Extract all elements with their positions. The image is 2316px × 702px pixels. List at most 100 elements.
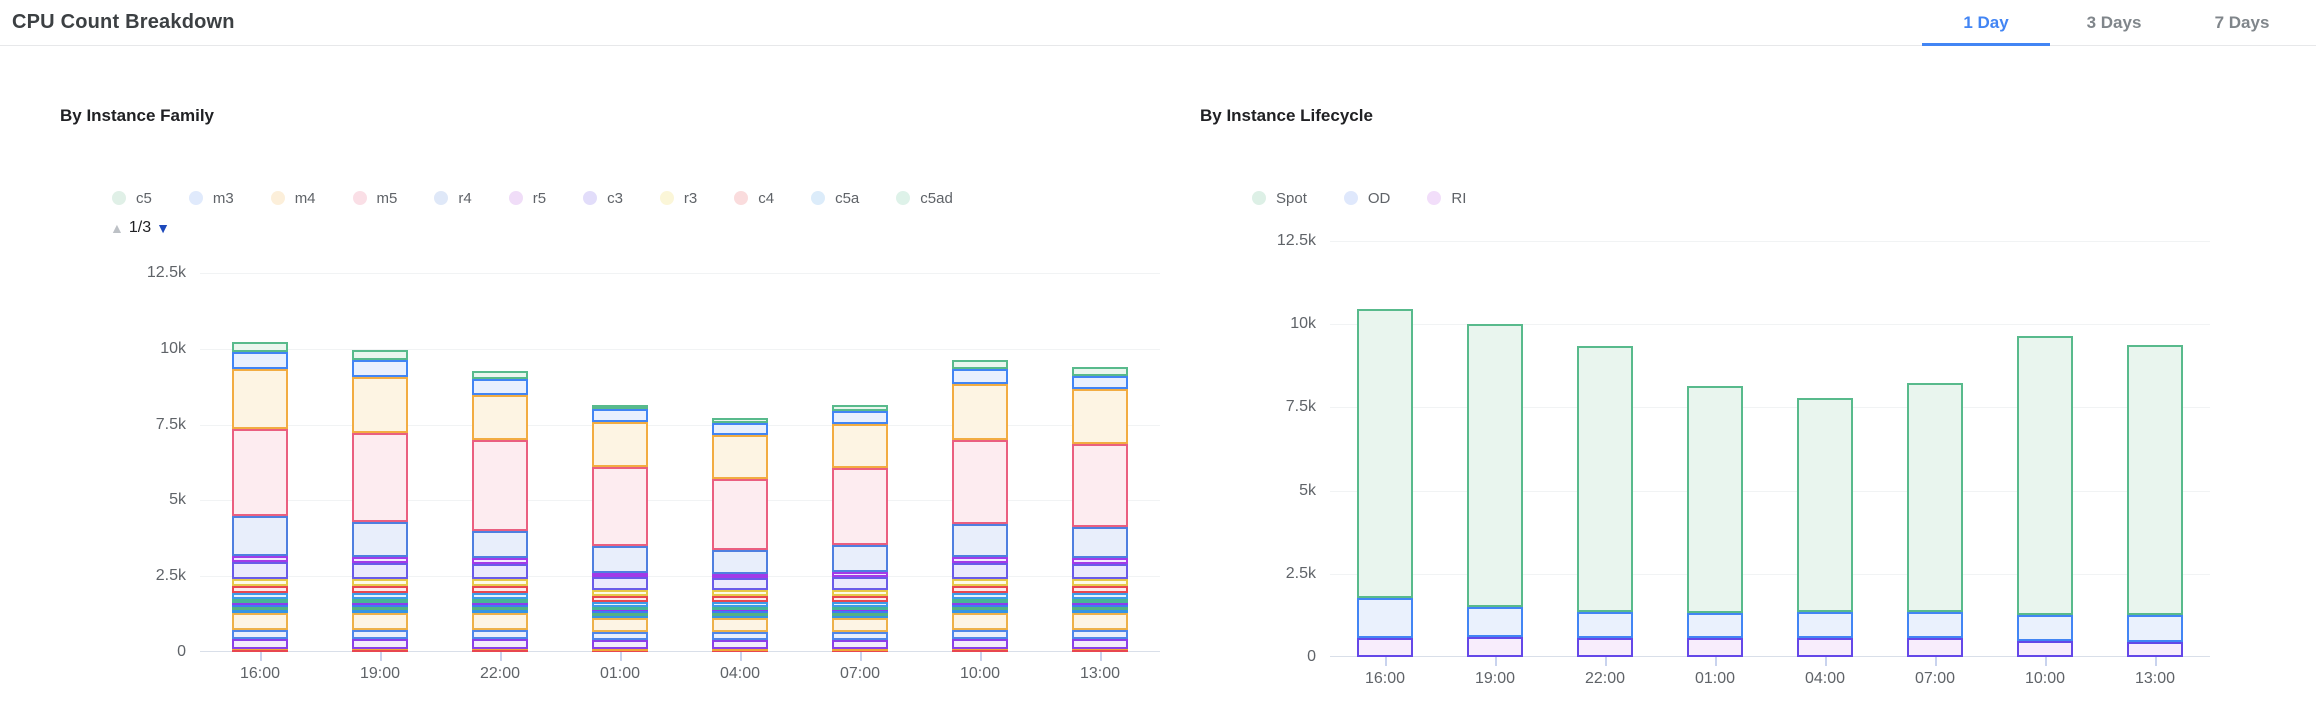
bar-segment-c3[interactable]: [1072, 563, 1128, 579]
bar-segment-m5[interactable]: [1072, 444, 1128, 528]
bar-segment-r4[interactable]: [832, 544, 888, 572]
bar-segment-Spot[interactable]: [1687, 386, 1743, 613]
bar-segment-c5a[interactable]: [352, 592, 408, 599]
bar-segment-unlabeled-5[interactable]: [952, 612, 1008, 630]
bar-segment-m5[interactable]: [592, 467, 648, 547]
bar-segment-m3[interactable]: [832, 411, 888, 425]
bar-segment-unlabeled-3[interactable]: [592, 612, 648, 617]
bar-segment-unlabeled-7[interactable]: [952, 638, 1008, 649]
bar-segment-unlabeled-5[interactable]: [472, 612, 528, 630]
bar-segment-unlabeled-7[interactable]: [592, 640, 648, 650]
bar-segment-c5[interactable]: [712, 418, 768, 424]
bar-segment-RI[interactable]: [2127, 641, 2183, 657]
bar-segment-RI[interactable]: [1907, 637, 1963, 657]
tab-1-day[interactable]: 1 Day: [1922, 0, 2050, 46]
bar-segment-c5ad[interactable]: [352, 598, 408, 603]
bar-segment-c4[interactable]: [952, 585, 1008, 593]
bar-segment-unlabeled-7[interactable]: [472, 638, 528, 649]
bar-segment-unlabeled-6[interactable]: [952, 629, 1008, 639]
bar-segment-c4[interactable]: [832, 596, 888, 603]
bar-segment-c5[interactable]: [1072, 366, 1128, 376]
legend-item-m4[interactable]: m4: [270, 190, 316, 207]
bar-segment-c5[interactable]: [472, 371, 528, 380]
bar-segment-r3[interactable]: [712, 590, 768, 597]
bar-segment-OD[interactable]: [1797, 612, 1853, 638]
bar-segment-r3[interactable]: [352, 578, 408, 586]
legend-item-r4[interactable]: r4: [434, 190, 472, 207]
bar-segment-c3[interactable]: [592, 576, 648, 591]
stacked-bar-07:00[interactable]: [1907, 241, 1963, 657]
bar-segment-c5a[interactable]: [1072, 592, 1128, 599]
bar-segment-m4[interactable]: [712, 435, 768, 480]
bar-segment-c5a[interactable]: [712, 602, 768, 607]
bar-segment-unlabeled-7[interactable]: [832, 640, 888, 650]
bar-segment-m5[interactable]: [952, 440, 1008, 524]
legend-item-m3[interactable]: m3: [188, 190, 234, 207]
stacked-bar-10:00[interactable]: [952, 273, 1008, 652]
bar-segment-r5[interactable]: [232, 555, 288, 562]
bar-segment-RI[interactable]: [1687, 637, 1743, 657]
bar-segment-c5ad[interactable]: [472, 598, 528, 603]
bar-segment-m3[interactable]: [232, 351, 288, 369]
bar-segment-c5[interactable]: [232, 341, 288, 352]
bar-segment-c5ad[interactable]: [232, 598, 288, 603]
stacked-bar-19:00[interactable]: [1467, 241, 1523, 657]
bar-segment-unlabeled-3[interactable]: [352, 606, 408, 611]
bar-segment-OD[interactable]: [1907, 612, 1963, 638]
bar-segment-unlabeled-5[interactable]: [1072, 612, 1128, 630]
bar-segment-unlabeled-3[interactable]: [232, 606, 288, 611]
bar-segment-c5a[interactable]: [952, 592, 1008, 599]
bar-segment-c4[interactable]: [352, 585, 408, 593]
bar-segment-unlabeled-3[interactable]: [1072, 606, 1128, 611]
bar-segment-RI[interactable]: [1797, 637, 1853, 657]
legend-item-c5ad[interactable]: c5ad: [896, 190, 953, 207]
stacked-bar-07:00[interactable]: [832, 273, 888, 652]
bar-segment-unlabeled-5[interactable]: [832, 618, 888, 632]
tab-7-days[interactable]: 7 Days: [2214, 12, 2270, 32]
bar-segment-c5a[interactable]: [592, 602, 648, 607]
bar-segment-m3[interactable]: [1072, 375, 1128, 390]
bar-segment-OD[interactable]: [2017, 615, 2073, 642]
stacked-bar-04:00[interactable]: [712, 273, 768, 652]
bar-segment-unlabeled-6[interactable]: [472, 629, 528, 639]
bar-segment-OD[interactable]: [1687, 612, 1743, 638]
bar-segment-Spot[interactable]: [2017, 336, 2073, 616]
stacked-bar-22:00[interactable]: [472, 273, 528, 652]
bar-segment-m3[interactable]: [952, 369, 1008, 385]
bar-segment-c3[interactable]: [832, 576, 888, 591]
bar-segment-r5[interactable]: [472, 558, 528, 565]
bar-segment-m3[interactable]: [472, 379, 528, 395]
bar-segment-c5[interactable]: [592, 404, 648, 410]
bar-segment-OD[interactable]: [1357, 598, 1413, 639]
bar-segment-c3[interactable]: [952, 563, 1008, 579]
stacked-bar-01:00[interactable]: [592, 273, 648, 652]
bar-segment-c5[interactable]: [832, 405, 888, 412]
legend-item-c5[interactable]: c5: [112, 190, 152, 207]
bar-segment-unlabeled-7[interactable]: [712, 640, 768, 650]
stacked-bar-19:00[interactable]: [352, 273, 408, 652]
bar-segment-m5[interactable]: [232, 429, 288, 517]
bar-segment-c4[interactable]: [712, 596, 768, 603]
bar-segment-unlabeled-6[interactable]: [592, 631, 648, 641]
bar-segment-m5[interactable]: [472, 440, 528, 532]
bar-segment-Spot[interactable]: [1907, 383, 1963, 613]
bar-segment-unlabeled-6[interactable]: [352, 629, 408, 639]
stacked-bar-01:00[interactable]: [1687, 241, 1743, 657]
legend-pager-down-icon[interactable]: ▼: [156, 220, 170, 236]
bar-segment-c5a[interactable]: [472, 592, 528, 599]
bar-segment-unlabeled-6[interactable]: [232, 629, 288, 639]
bar-segment-c5[interactable]: [952, 360, 1008, 370]
bar-segment-r5[interactable]: [832, 571, 888, 577]
legend-item-od[interactable]: OD: [1343, 190, 1390, 207]
bar-segment-OD[interactable]: [1577, 612, 1633, 638]
bar-segment-Spot[interactable]: [2127, 344, 2183, 615]
stacked-bar-22:00[interactable]: [1577, 241, 1633, 657]
bar-segment-c3[interactable]: [712, 578, 768, 591]
bar-segment-unlabeled-7[interactable]: [1072, 638, 1128, 649]
legend-item-spot[interactable]: Spot: [1252, 190, 1307, 207]
bar-segment-m4[interactable]: [472, 394, 528, 441]
bar-segment-unlabeled-3[interactable]: [712, 612, 768, 617]
bar-segment-m3[interactable]: [592, 409, 648, 422]
bar-segment-m4[interactable]: [352, 376, 408, 433]
bar-segment-unlabeled-3[interactable]: [472, 606, 528, 611]
